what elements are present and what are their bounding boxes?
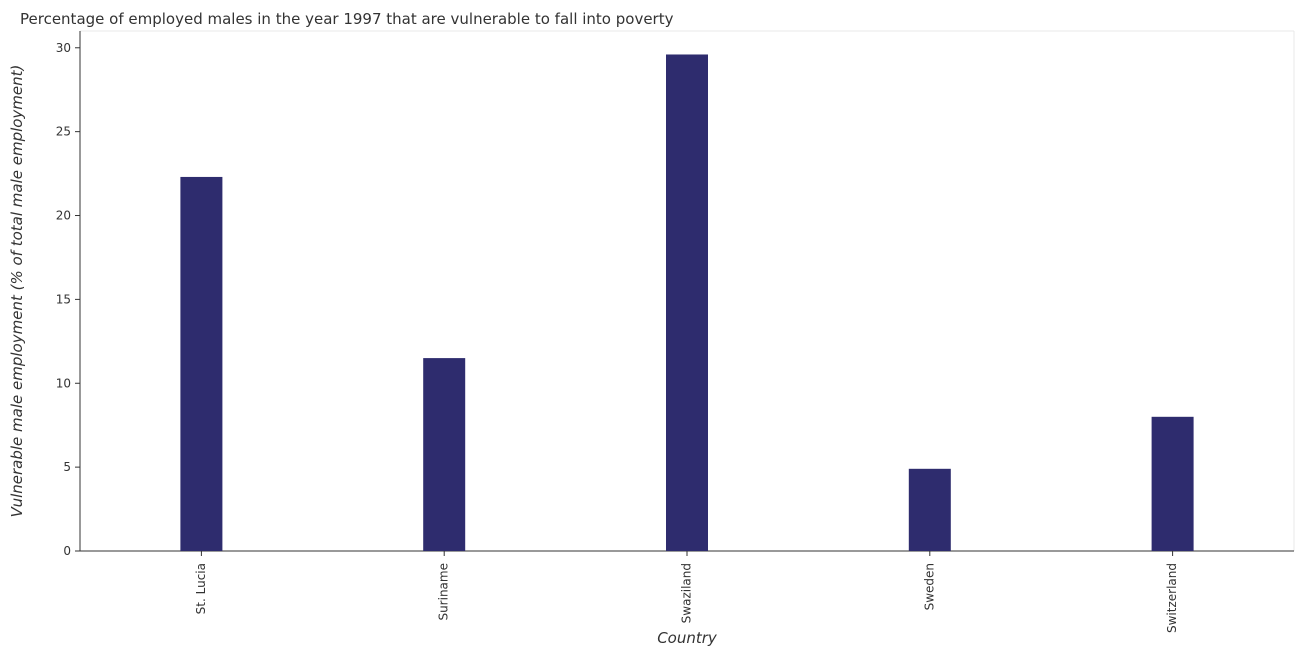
bar [180, 176, 223, 551]
y-axis-ticks: 0 5 10 15 20 25 30 [56, 41, 80, 558]
x-tick-label: Sweden [922, 563, 936, 610]
y-tick-label: 25 [56, 125, 71, 139]
bar [423, 358, 466, 551]
x-axis-title: Country [657, 629, 718, 647]
x-tick-label: Switzerland [1165, 563, 1179, 633]
y-tick-label: 5 [63, 460, 71, 474]
chart-title: Percentage of employed males in the year… [20, 10, 674, 28]
y-tick-label: 30 [56, 41, 71, 55]
x-axis-ticks: St. Lucia Suriname Swaziland Sweden Switzerl… [194, 551, 1179, 633]
x-tick-label: Swaziland [680, 563, 694, 623]
y-tick-label: 15 [56, 292, 71, 306]
y-tick-label: 0 [63, 544, 71, 558]
x-tick-label: St. Lucia [194, 563, 208, 614]
x-tick-label: Suriname [437, 563, 451, 621]
y-tick-label: 20 [56, 209, 71, 223]
y-tick-label: 10 [56, 376, 71, 390]
bars-group [180, 54, 1194, 551]
bar [666, 54, 708, 551]
y-axis-title: Vulnerable male employment (% of total m… [8, 65, 26, 518]
bar [1151, 416, 1194, 551]
bar [908, 468, 951, 551]
